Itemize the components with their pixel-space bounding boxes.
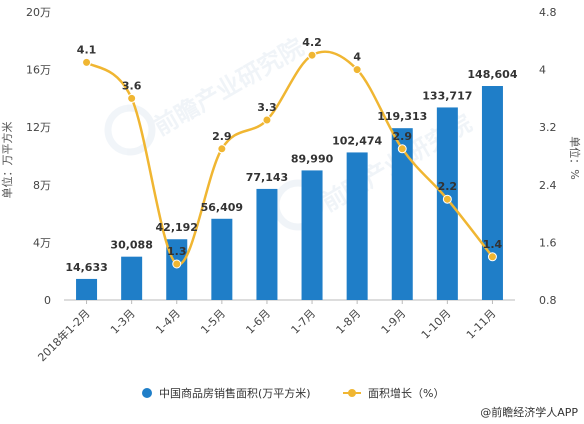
right-tick-label: 2.4 xyxy=(539,179,557,192)
left-tick-label: 8万 xyxy=(33,179,51,192)
growth-value-label: 3.6 xyxy=(122,79,142,92)
right-tick-label: 0.8 xyxy=(539,294,557,307)
legend-marker-growth xyxy=(348,389,356,397)
line-series xyxy=(82,50,497,269)
left-tick-label: 12万 xyxy=(26,121,51,134)
x-tick-label: 2018年1-2月 xyxy=(35,306,93,364)
bar-value-label: 133,717 xyxy=(422,89,472,102)
right-tick-label: 3.2 xyxy=(539,121,557,134)
growth-value-label: 4.1 xyxy=(77,43,97,56)
x-tick-label: 1-11月 xyxy=(464,307,499,342)
bar-value-label: 119,313 xyxy=(377,110,427,123)
left-tick-label: 0 xyxy=(44,294,51,307)
x-tick-label: 1-3月 xyxy=(108,307,138,337)
credit-text: @前瞻经济学人APP xyxy=(480,405,578,419)
x-tick-label: 1-9月 xyxy=(379,307,409,337)
growth-value-label: 2.2 xyxy=(438,180,458,193)
growth-point xyxy=(127,93,137,103)
bar xyxy=(121,256,143,300)
left-tick-label: 16万 xyxy=(26,64,51,77)
growth-point xyxy=(352,65,362,75)
growth-value-label: 2.9 xyxy=(212,130,232,143)
left-tick-label: 4万 xyxy=(33,236,51,249)
right-tick-label: 1.6 xyxy=(539,236,557,249)
growth-value-label: 1.4 xyxy=(483,238,503,251)
growth-value-label: 1.3 xyxy=(167,245,187,258)
bar xyxy=(256,188,278,300)
bar xyxy=(391,128,413,300)
bar-value-label: 14,633 xyxy=(65,261,107,274)
x-tick-label: 1-7月 xyxy=(288,307,318,337)
growth-point xyxy=(217,144,227,154)
growth-value-label: 4.2 xyxy=(302,36,322,49)
growth-point xyxy=(172,259,182,269)
growth-value-label: 3.3 xyxy=(257,101,277,114)
bar xyxy=(76,278,98,300)
right-tick-label: 4.8 xyxy=(539,6,557,19)
bar xyxy=(301,170,323,300)
left-axis-title: 单位：万平方米 xyxy=(0,122,14,199)
left-tick-label: 20万 xyxy=(26,6,51,19)
bar xyxy=(481,86,503,300)
x-tick-label: 1-4月 xyxy=(153,307,183,337)
legend: 中国商品房销售面积(万平方米) 面积增长（%） xyxy=(142,386,444,400)
legend-label-growth: 面积增长（%） xyxy=(368,386,444,400)
legend-label-area: 中国商品房销售面积(万平方米) xyxy=(159,386,311,400)
growth-point xyxy=(487,252,497,262)
bar xyxy=(346,152,368,300)
growth-point xyxy=(82,57,92,67)
x-tick-label: 1-5月 xyxy=(198,307,228,337)
x-tick-label: 1-8月 xyxy=(334,307,364,337)
bar-value-label: 77,143 xyxy=(246,171,288,184)
bar-value-label: 102,474 xyxy=(332,134,382,147)
bar-value-label: 89,990 xyxy=(291,152,334,165)
bar-value-label: 56,409 xyxy=(201,201,243,214)
growth-value-label: 2.9 xyxy=(393,130,413,143)
right-axis-title: 单位：% xyxy=(568,136,582,179)
legend-marker-area xyxy=(142,388,152,398)
bar xyxy=(211,218,233,300)
growth-point xyxy=(397,144,407,154)
growth-point xyxy=(307,50,317,60)
x-tick-label: 1-10月 xyxy=(419,307,454,342)
right-tick-label: 4 xyxy=(539,64,546,77)
growth-value-label: 4 xyxy=(353,51,361,64)
bar xyxy=(436,107,458,301)
watermark: 前瞻产业研究院 前瞻产业研究院 xyxy=(104,33,476,231)
growth-point xyxy=(442,194,452,204)
bar-value-label: 42,192 xyxy=(156,221,198,234)
bar-value-label: 30,088 xyxy=(110,239,152,252)
svg-text:前瞻产业研究院: 前瞻产业研究院 xyxy=(149,33,308,141)
bar-value-label: 148,604 xyxy=(467,68,517,81)
x-tick-label: 1-6月 xyxy=(243,307,273,337)
bar-series xyxy=(76,86,503,301)
growth-point xyxy=(262,115,272,125)
